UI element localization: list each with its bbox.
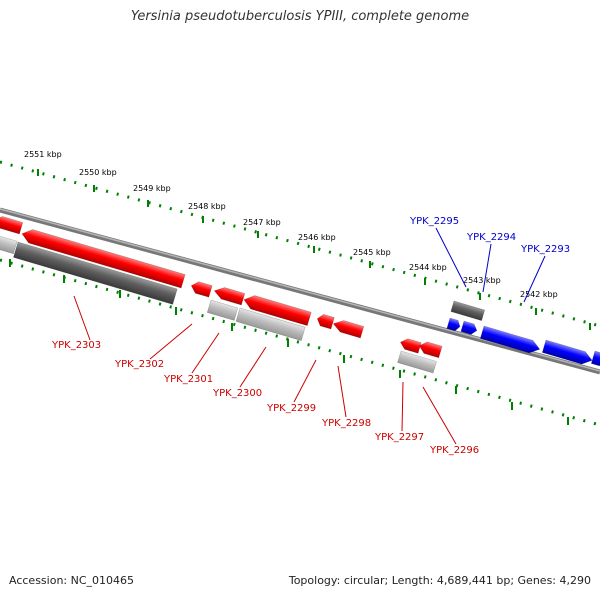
gene-ypk-2295-arrow-shape: [446, 317, 461, 332]
gene-ypk-2296-arrow-shape: [418, 341, 443, 359]
kbp-label: 2543 kbp: [463, 276, 501, 285]
leader-line-ypk-2298: [337, 365, 347, 418]
orf-block: [13, 241, 178, 305]
gene-label-ypk-2294: YPK_2294: [466, 232, 516, 243]
orf-block: [206, 299, 239, 321]
leader-line-ypk-2303: [73, 295, 91, 341]
gene-ypk-2303-arrow: [21, 229, 186, 289]
kbp-label: 2545 kbp: [353, 248, 391, 257]
gene-ypk-2302-arrow: [190, 281, 213, 298]
gene-label-ypk-2302: YPK_2302: [114, 359, 164, 370]
gene-ypk-2298-arrow: [332, 320, 365, 339]
orf-block-shape: [235, 307, 306, 342]
gene-ypk-2293-arrow: [479, 325, 541, 354]
leader-line-ypk-2302: [149, 323, 193, 360]
gene-ypk-2296-arrow: [418, 341, 443, 359]
gene-ypk-2293-arrow-c-shape: [590, 350, 600, 367]
gene-label-ypk-2295: YPK_2295: [409, 216, 459, 227]
ruler-track-inner: [0, 258, 600, 427]
kbp-label: 2551 kbp: [24, 150, 62, 159]
gene-ypk-2297-arrow-shape: [400, 338, 422, 354]
leader-line-ypk-2297: [401, 381, 404, 432]
orf-block-shape: [450, 300, 486, 321]
genome-backbone: [0, 207, 600, 375]
gene-ypk-2293-arrow-b: [541, 339, 593, 365]
orf-block-shape: [0, 234, 18, 255]
gene-ypk-2293-arrow-shape: [479, 325, 541, 354]
gene-ypk-2302-arrow-shape: [190, 281, 213, 298]
gene-ypk-2294-arrow: [460, 320, 478, 335]
leader-line-ypk-2293: [523, 255, 546, 303]
gene-ypk-2293-arrow-b-shape: [541, 339, 593, 365]
gene-label-ypk-2298: YPK_2298: [321, 418, 371, 429]
map-title: Yersinia pseudotuberculosis YPIII, compl…: [130, 9, 470, 24]
topology-info: Topology: circular; Length: 4,689,441 bp…: [288, 574, 591, 587]
leader-line-ypk-2295: [435, 227, 467, 288]
orf-block: [0, 234, 18, 255]
gene-label-ypk-2299: YPK_2299: [266, 403, 316, 414]
leader-line-ypk-2299: [293, 359, 317, 403]
gene-ypk-2303-arrow-a-shape: [0, 216, 24, 235]
ruler-track-outer: [0, 160, 600, 328]
gene-label-ypk-2296: YPK_2296: [429, 445, 479, 456]
gene-ypk-2299-arrow-shape: [316, 314, 335, 330]
leader-line-ypk-2300: [239, 346, 267, 388]
accession-label: Accession: NC_010465: [9, 574, 135, 587]
orf-block-shape: [397, 350, 437, 374]
orf-block: [397, 350, 437, 374]
kbp-label: 2547 kbp: [243, 218, 281, 227]
gene-ypk-2301-arrow: [213, 287, 246, 306]
gene-label-ypk-2297: YPK_2297: [374, 432, 424, 443]
kbp-label: 2546 kbp: [298, 233, 336, 242]
gene-ypk-2303-arrow-a: [0, 216, 24, 235]
gene-ypk-2295-arrow: [446, 317, 461, 332]
gene-ypk-2298-arrow-shape: [332, 320, 365, 339]
gene-ypk-2293-arrow-c: [590, 350, 600, 367]
gene-ypk-2294-arrow-shape: [460, 320, 478, 335]
gene-ypk-2301-arrow-shape: [213, 287, 246, 306]
orf-block: [450, 300, 486, 321]
leader-line-ypk-2294: [482, 243, 492, 293]
gene-label-ypk-2293: YPK_2293: [520, 244, 570, 255]
gene-ypk-2297-arrow: [400, 338, 422, 354]
kbp-label: 2544 kbp: [409, 263, 447, 272]
orf-block-shape: [206, 299, 239, 321]
gene-ypk-2303-arrow-shape: [21, 229, 186, 289]
gene-label-ypk-2303: YPK_2303: [51, 340, 101, 351]
gene-ypk-2299-arrow: [316, 314, 335, 330]
kbp-label: 2550 kbp: [79, 168, 117, 177]
gene-label-ypk-2301: YPK_2301: [163, 374, 213, 385]
orf-block-shape: [13, 241, 178, 305]
gene-ypk-2300-arrow: [243, 295, 312, 327]
leader-line-ypk-2301: [191, 332, 220, 374]
gene-ypk-2300-arrow-shape: [243, 295, 312, 327]
orf-block: [235, 307, 306, 342]
gene-label-ypk-2300: YPK_2300: [212, 388, 262, 399]
kbp-label: 2548 kbp: [188, 202, 226, 211]
kbp-label: 2542 kbp: [520, 290, 558, 299]
kbp-label: 2549 kbp: [133, 184, 171, 193]
leader-line-ypk-2296: [422, 386, 457, 445]
